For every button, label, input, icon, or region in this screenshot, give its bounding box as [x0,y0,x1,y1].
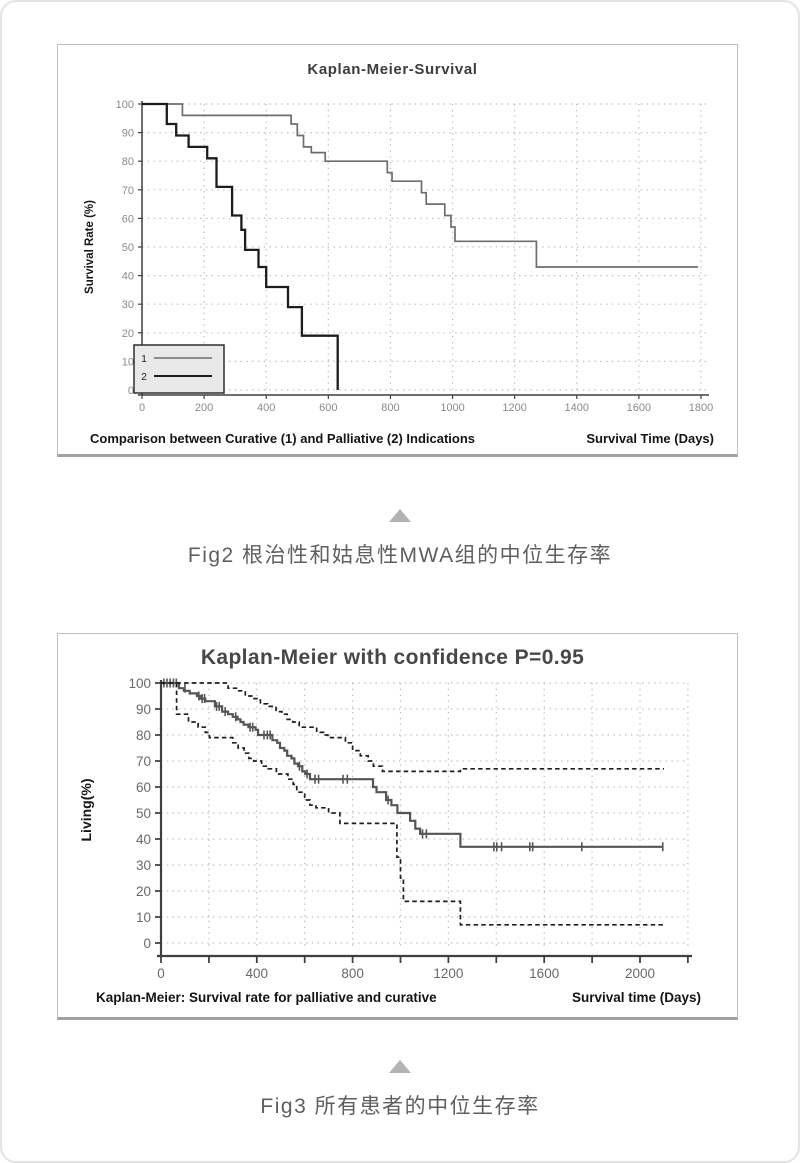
legend-label: 2 [141,371,147,383]
series-line-2 [161,682,664,926]
y-tick-label: 30 [122,299,134,311]
figure3-panel: 0 10 20 30 40 50 60 70 80 90 100 0 400 800 1200 1600 200… [57,633,738,1020]
figure2-caption-block: Fig2 根治性和姑息性MWA组的中位生存率 [0,509,800,569]
series-line-0 [142,103,698,268]
x-tick-label: 1800 [689,402,713,414]
chart2-title: Kaplan-Meier with confidence P=0.95 [200,646,585,669]
series-line-1 [161,682,664,773]
y-tick-label: 30 [136,858,151,873]
figure3-caption-block: Fig3 所有患者的中位生存率 [0,1060,800,1120]
chart2-x-axis-label: Survival time (Days) [571,990,701,1005]
y-tick-label: 90 [136,702,151,717]
series-line-0 [161,681,663,848]
series-line-1 [142,102,339,390]
y-tick-label: 70 [122,185,134,197]
chart1-y-axis-label: Survival Rate (%) [84,200,96,294]
x-tick-label: 1600 [627,402,651,414]
x-tick-label: 0 [139,402,145,414]
x-tick-label: 1400 [565,402,589,414]
x-tick-label: 1200 [502,402,526,414]
x-tick-label: 600 [319,402,337,414]
y-tick-label: 100 [128,676,151,691]
y-tick-label: 50 [122,242,134,254]
y-tick-label: 70 [136,754,151,769]
y-tick-label: 10 [136,910,151,925]
x-tick-label: 800 [381,402,399,414]
y-tick-label: 0 [128,385,134,397]
figure3-caption: Fig3 所有患者的中位生存率 [260,1095,540,1118]
up-triangle-icon [389,1060,411,1073]
legend-label: 1 [141,353,147,365]
y-tick-label: 20 [136,884,151,899]
legend-box [133,344,225,394]
chart1-x-axis-label: Survival Time (Days) [586,431,714,446]
legend: 12 [133,344,225,394]
y-tick-label: 80 [136,728,151,743]
axes-layer [155,680,692,963]
x-tick-label: 0 [157,966,165,981]
kaplan-meier-confidence-chart: 0 10 20 30 40 50 60 70 80 90 100 0 400 800 1200 1600 200… [128,676,692,981]
figure2-caption: Fig2 根治性和姑息性MWA组的中位生存率 [187,544,613,567]
y-tick-label: 10 [122,356,134,368]
y-tick-label: 50 [136,806,151,821]
x-tick-label: 400 [257,402,275,414]
y-tick-label: 40 [136,832,151,847]
chart2-footnote: Kaplan-Meier: Survival rate for palliati… [96,990,437,1005]
x-tick-label: 400 [246,966,269,981]
y-tick-label: 0 [143,936,151,951]
y-tick-label: 100 [116,99,134,111]
chart1-title: Kaplan-Meier-Survival [307,61,478,78]
x-tick-label: 1000 [440,402,464,414]
x-tick-label: 800 [341,966,364,981]
figure2-panel: 0 10 20 30 40 50 60 70 80 90 100 0 200 400 600 800 1000 1… [57,44,738,457]
up-triangle-icon [389,509,411,522]
grid-layer [161,682,689,946]
x-tick-label: 1600 [529,966,559,981]
x-tick-label: 1200 [433,966,463,981]
chart2-y-axis-label: Living(%) [78,778,94,842]
y-tick-label: 60 [122,213,134,225]
chart1-footnote: Comparison between Curative (1) and Pall… [90,431,476,446]
y-tick-label: 40 [122,271,134,283]
grid-layer [142,103,706,393]
x-tick-label: 200 [195,402,213,414]
x-tick-label: 2000 [625,966,655,981]
y-tick-label: 20 [122,328,134,340]
y-tick-label: 90 [122,128,134,140]
y-tick-label: 80 [122,156,134,168]
y-tick-label: 60 [136,780,151,795]
